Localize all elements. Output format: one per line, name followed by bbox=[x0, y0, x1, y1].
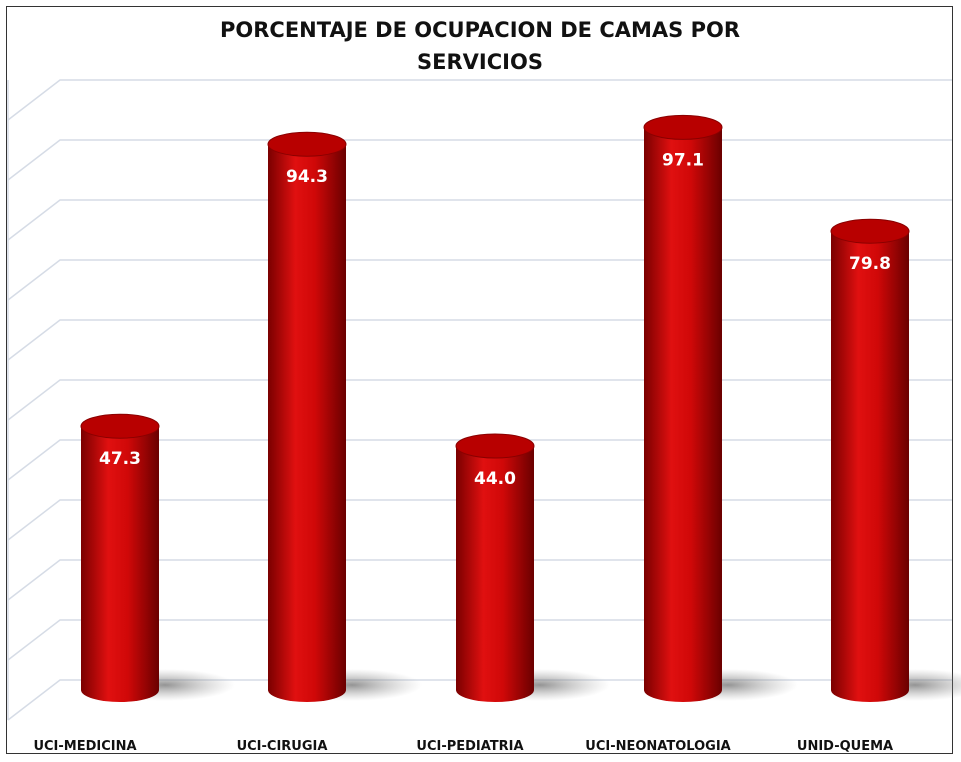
data-label: 44.0 bbox=[474, 469, 516, 489]
data-label: 47.3 bbox=[99, 449, 141, 469]
bar bbox=[831, 231, 909, 702]
x-tick-label: UNID-QUEMA bbox=[797, 739, 893, 754]
data-label: 79.8 bbox=[849, 254, 891, 274]
grid-line bbox=[7, 319, 952, 361]
x-tick-label: UCI-PEDIATRIA bbox=[416, 739, 523, 754]
bar-top bbox=[267, 131, 347, 157]
bar-top bbox=[455, 433, 535, 459]
grid-line bbox=[7, 139, 952, 181]
bar bbox=[456, 446, 534, 702]
chart-title: PORCENTAJE DE OCUPACION DE CAMAS POR SER… bbox=[220, 18, 740, 74]
bar bbox=[81, 426, 159, 702]
grid-line bbox=[7, 199, 952, 241]
bar bbox=[268, 144, 346, 702]
x-tick-label: UCI-NEONATOLOGIA bbox=[585, 739, 730, 754]
chart-frame bbox=[6, 6, 953, 754]
bar-top bbox=[80, 413, 160, 439]
grid-line bbox=[7, 79, 952, 121]
data-label: 97.1 bbox=[662, 150, 704, 170]
grid-line bbox=[7, 259, 952, 301]
bar bbox=[644, 127, 722, 702]
x-tick-label: UCI-CIRUGIA bbox=[237, 739, 328, 754]
bar-top bbox=[643, 114, 723, 140]
x-tick-label: UCI-MEDICINA bbox=[33, 739, 136, 754]
data-label: 94.3 bbox=[286, 167, 328, 187]
grid-line bbox=[7, 379, 952, 421]
bar-top bbox=[830, 218, 910, 244]
